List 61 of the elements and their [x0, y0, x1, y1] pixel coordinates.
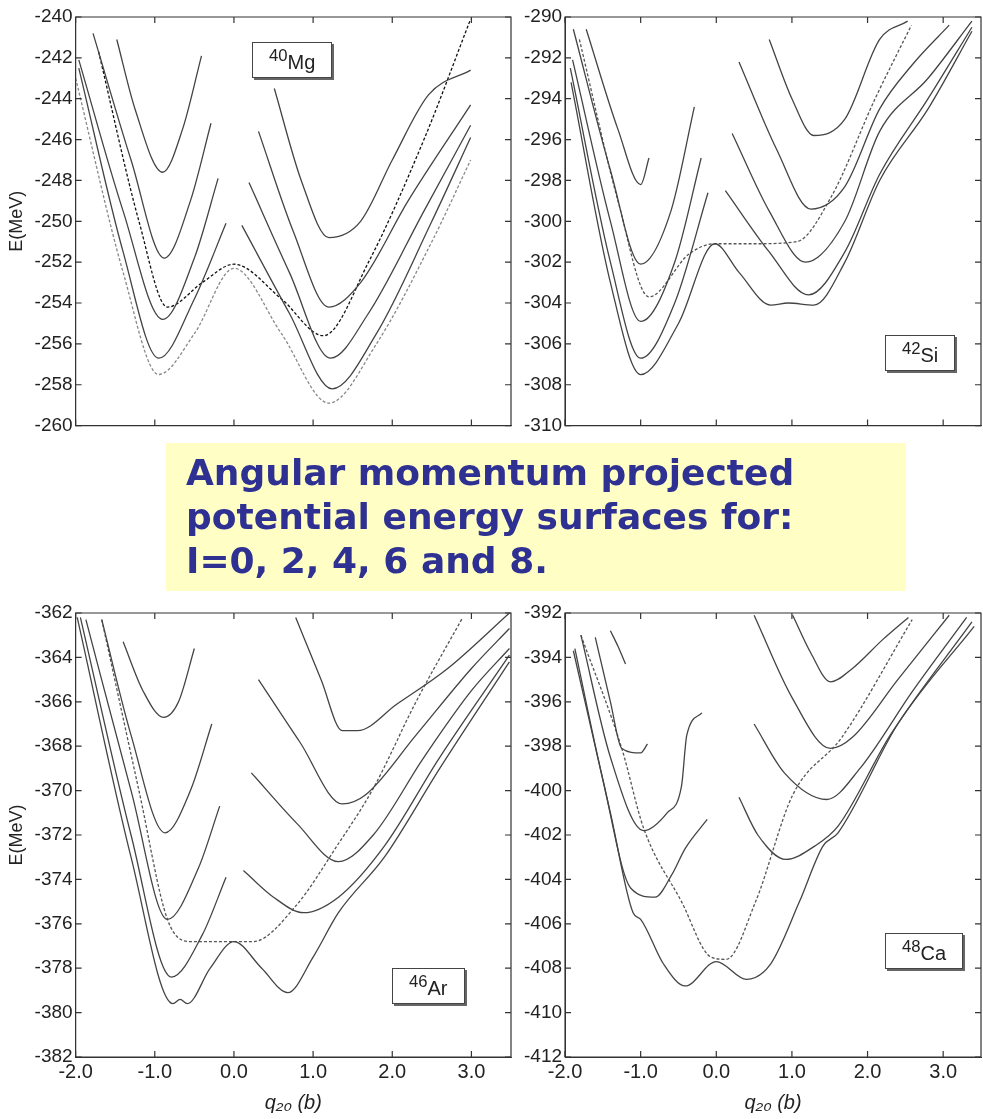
y-tick-label: -292 — [524, 46, 563, 68]
text: Angular momentum projected potential energy surfaces for: I=0, 2, 4, 6 and 8. — [166, 443, 906, 591]
y-tick-label: -244 — [34, 86, 74, 108]
y-tick-label: -392 — [524, 601, 563, 623]
x-axis-title: q₂₀ (b) — [264, 1090, 322, 1113]
y-tick-label: -256 — [34, 332, 73, 354]
y-tick-label: -296 — [524, 127, 563, 149]
x-tick-label: 0.0 — [702, 1059, 731, 1082]
y-tick-label: -372 — [34, 823, 73, 845]
y-tick-label: -258 — [34, 372, 73, 394]
x-tick-label: 3.0 — [457, 1059, 486, 1082]
y-tick-label: -374 — [34, 867, 74, 889]
y-tick-label: -396 — [524, 690, 563, 712]
annotation: $^{48}$Ca — [885, 933, 964, 969]
y-tick-label: -294 — [524, 86, 563, 108]
x-tick-label: 2.0 — [378, 1059, 407, 1082]
x-tick-label: 1.0 — [778, 1059, 806, 1082]
y-axis-title: E(MeV) — [5, 190, 26, 252]
y-tick-label: -406 — [524, 912, 563, 934]
y-tick-label: -250 — [34, 209, 73, 231]
y-axis-title: E(MeV) — [5, 804, 26, 866]
annotation: $^{46}$Ar — [392, 968, 465, 1004]
y-tick-label: -366 — [34, 690, 73, 712]
y-tick-label: -408 — [524, 956, 563, 978]
x-axis-title: q₂₀ (b) — [744, 1090, 802, 1113]
x-tick-label: -1.0 — [623, 1059, 658, 1082]
y-tick-label: -240 — [34, 5, 73, 27]
y-tick-label: -378 — [34, 956, 73, 978]
annotation: $^{42}$Si — [885, 335, 956, 371]
y-tick-label: -308 — [524, 372, 563, 394]
y-tick-label: -254 — [34, 291, 74, 313]
y-tick-label: -306 — [524, 332, 563, 354]
y-tick-label: -246 — [34, 127, 73, 149]
y-tick-label: -402 — [524, 823, 563, 845]
y-tick-label: -376 — [34, 912, 73, 934]
y-tick-label: -290 — [524, 5, 563, 27]
x-tick-label: 2.0 — [853, 1059, 882, 1082]
x-tick-label: -1.0 — [137, 1059, 173, 1082]
y-tick-label: -242 — [34, 46, 73, 68]
y-tick-label: -248 — [34, 168, 73, 190]
annotation: $^{40}$Mg — [252, 42, 333, 78]
y-tick-label: -368 — [34, 734, 73, 756]
y-tick-label: -298 — [524, 168, 563, 190]
y-tick-label: -304 — [524, 291, 563, 313]
y-tick-label: -370 — [34, 778, 73, 800]
y-tick-label: -300 — [524, 209, 563, 231]
y-tick-label: -252 — [34, 250, 73, 272]
y-tick-label: -260 — [34, 413, 73, 435]
y-tick-label: -364 — [34, 645, 74, 667]
y-tick-label: -362 — [34, 601, 73, 623]
y-tick-label: -410 — [524, 1000, 563, 1022]
y-tick-label: -404 — [524, 867, 563, 889]
y-tick-label: -380 — [34, 1000, 73, 1022]
x-tick-label: 0.0 — [220, 1059, 248, 1082]
x-tick-label: 3.0 — [929, 1059, 958, 1082]
x-tick-label: 1.0 — [299, 1059, 328, 1082]
y-tick-label: -394 — [524, 645, 563, 667]
y-tick-label: -302 — [524, 250, 563, 272]
y-tick-label: -400 — [524, 778, 563, 800]
y-tick-label: -398 — [524, 734, 563, 756]
y-tick-label: -310 — [524, 413, 563, 435]
